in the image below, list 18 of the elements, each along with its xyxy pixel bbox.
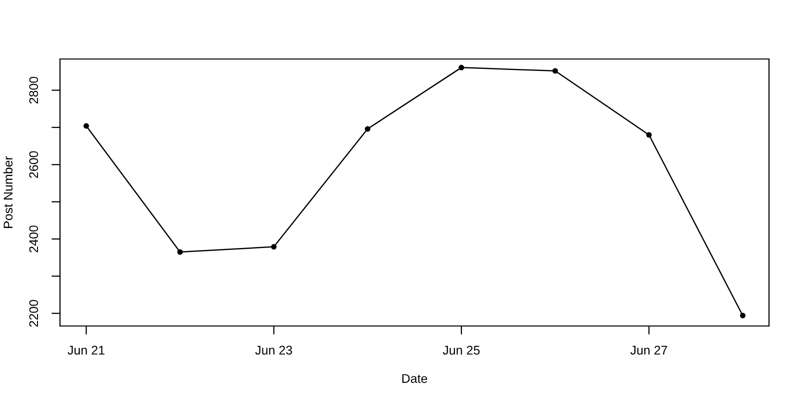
x-tick-label: Jun 23: [255, 346, 292, 355]
point: [177, 249, 183, 255]
y-tick-label: 2400: [29, 226, 38, 252]
x-tick-label: Jun 25: [442, 346, 480, 355]
point: [271, 244, 277, 250]
point: [646, 132, 652, 138]
x-tick-label: Jun 21: [68, 346, 104, 355]
point: [458, 64, 464, 70]
point: [83, 123, 90, 129]
y-tick-label: 2800: [29, 76, 38, 104]
x-axis-title: Date: [402, 374, 428, 383]
y-tick-label: 2600: [29, 151, 38, 178]
x-tick-label: Jun 27: [630, 346, 668, 355]
y-tick-label: 2200: [29, 300, 38, 327]
point: [552, 68, 558, 74]
point: [364, 126, 370, 132]
point: [740, 312, 746, 318]
y-axis-title: Post Number: [3, 156, 13, 228]
